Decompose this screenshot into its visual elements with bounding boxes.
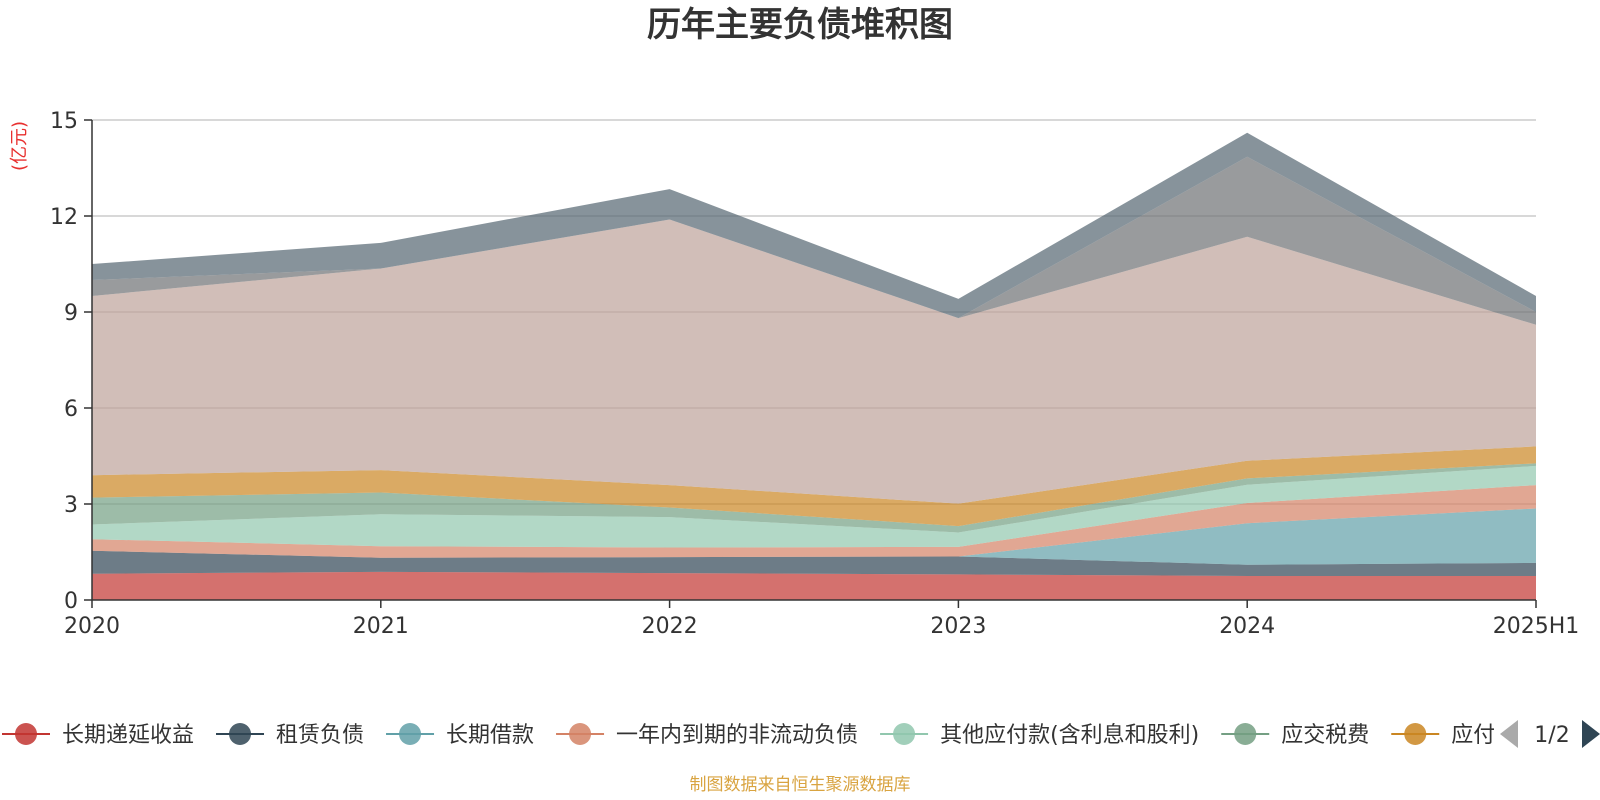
legend-next-page-icon[interactable]	[1582, 720, 1600, 748]
y-tick-label: 9	[64, 301, 78, 326]
area-series	[92, 132, 1536, 319]
legend-pager: 1/2	[1500, 720, 1600, 748]
stacked-areas	[92, 132, 1536, 600]
x-tick-label: 2024	[1219, 614, 1275, 639]
legend-label: 长期递延收益	[62, 723, 194, 748]
unit-label: (亿元)	[9, 121, 30, 171]
legend-label: 应付票据	[1451, 723, 1539, 748]
x-tick-label: 2023	[930, 614, 986, 639]
y-tick-label: 0	[64, 589, 78, 614]
legend-item[interactable]: 应交税费	[1221, 723, 1369, 748]
legend-circle-swatch	[15, 723, 37, 745]
legend-item[interactable]: 长期递延收益	[2, 723, 194, 748]
y-tick-label: 3	[64, 493, 78, 518]
area-series	[92, 571, 1536, 600]
area-series	[92, 485, 1536, 558]
axes: 0 3 6 9 12 15 2020 2021 2022 2023 2024 2025H1	[50, 109, 1579, 639]
legend-page-indicator: 1/2	[1534, 723, 1569, 748]
x-tick-label: 2021	[353, 614, 409, 639]
area-series	[92, 156, 1536, 325]
legend-label: 租赁负债	[276, 723, 364, 748]
legend-item[interactable]: 长期借款	[386, 723, 534, 748]
legend: 长期递延收益 租赁负债 长期借款 一年内到期的非流动负债 其他应付款(含利息和股利) 应交…	[2, 720, 1600, 748]
x-tick-label: 2020	[64, 614, 120, 639]
legend-circle-swatch	[1234, 723, 1257, 745]
y-tick-label: 15	[50, 109, 78, 134]
chart-title: 历年主要负债堆积图	[647, 5, 953, 45]
legend-circle-swatch	[229, 723, 252, 745]
legend-circle-swatch	[569, 723, 592, 745]
x-tick-label: 2025H1	[1493, 614, 1580, 639]
legend-circle-swatch	[399, 723, 422, 745]
legend-circle-swatch	[1404, 723, 1427, 745]
area-series	[92, 550, 1536, 576]
y-tick-label: 6	[64, 397, 78, 422]
legend-item[interactable]: 其他应付款(含利息和股利)	[880, 723, 1199, 748]
legend-label: 一年内到期的非流动负债	[616, 723, 858, 748]
legend-label: 长期借款	[446, 723, 534, 748]
x-tick-label: 2022	[642, 614, 698, 639]
data-source-note: 制图数据来自恒生聚源数据库	[690, 775, 911, 795]
legend-item[interactable]: 一年内到期的非流动负债	[556, 723, 858, 748]
legend-label: 应交税费	[1281, 723, 1369, 748]
area-series	[92, 446, 1536, 527]
legend-prev-page-icon[interactable]	[1500, 720, 1518, 748]
area-series	[92, 508, 1536, 565]
legend-item[interactable]: 租赁负债	[216, 723, 364, 748]
area-series	[92, 465, 1536, 548]
area-series	[92, 219, 1536, 504]
legend-items: 长期递延收益 租赁负债 长期借款 一年内到期的非流动负债 其他应付款(含利息和股利) 应交…	[2, 723, 1539, 748]
legend-circle-swatch	[893, 723, 916, 745]
legend-item[interactable]: 应付票据	[1391, 723, 1539, 748]
area-series	[92, 463, 1536, 533]
y-tick-label: 12	[50, 205, 78, 230]
legend-label: 其他应付款(含利息和股利)	[940, 723, 1199, 748]
